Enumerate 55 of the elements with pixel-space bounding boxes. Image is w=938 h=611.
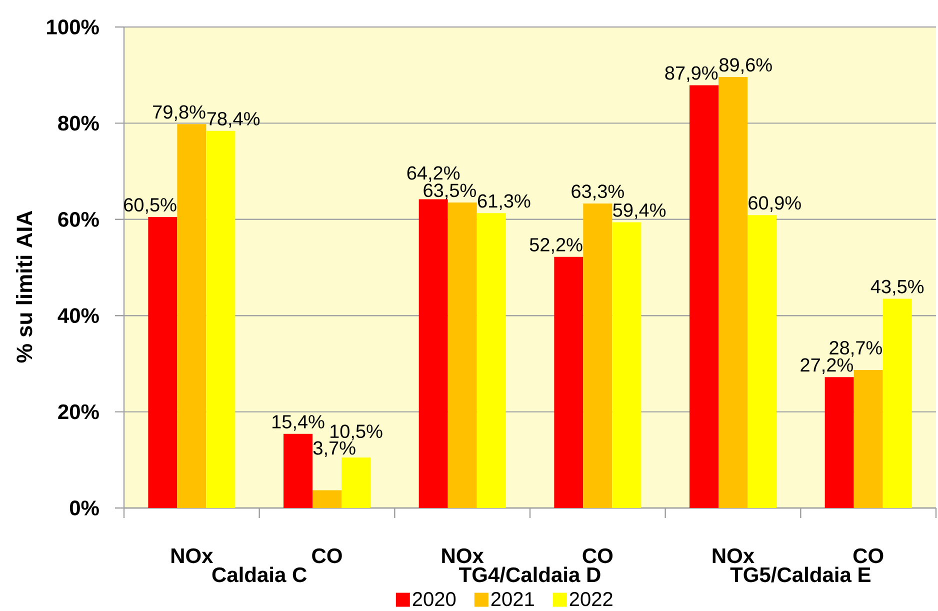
data-label: 63,3% <box>572 184 624 200</box>
bar <box>148 216 178 508</box>
text: Caldaia C <box>212 566 307 582</box>
data-label: 59,4% <box>613 203 666 220</box>
y-tick-label: 20% <box>58 404 99 420</box>
bar <box>284 434 313 508</box>
x-tick-label: CO <box>312 548 342 564</box>
data-label: 10,5% <box>330 424 382 440</box>
bar <box>342 457 370 508</box>
x-tick-label: NOx <box>171 548 214 564</box>
bar <box>418 199 448 508</box>
bar <box>583 204 612 508</box>
x-tick-label: NOx <box>712 548 754 564</box>
bar <box>882 298 912 508</box>
bar <box>177 124 206 508</box>
y-axis-title: % su limiti AIA <box>16 210 32 363</box>
data-label: 79,8% <box>153 105 206 121</box>
bar <box>554 256 584 508</box>
y-tick-label: 0% <box>70 500 99 516</box>
bar <box>747 215 776 508</box>
data-label: 28,7% <box>830 341 882 357</box>
data-label: 78,4% <box>207 112 260 128</box>
data-label: 61,3% <box>478 194 530 210</box>
legend-label: 2020 <box>412 592 456 606</box>
bar <box>312 490 342 508</box>
y-tick-label: 100% <box>47 20 99 34</box>
data-label: 52,2% <box>530 238 582 254</box>
bar <box>689 85 718 508</box>
bar <box>476 213 506 508</box>
legend-label: 2022 <box>570 592 612 606</box>
bar <box>854 370 883 508</box>
y-tick-label: 80% <box>58 116 99 131</box>
data-label: 89,6% <box>720 58 772 74</box>
data-label: 64,2% <box>407 166 460 182</box>
x-tick-label: CO <box>582 548 613 564</box>
data-label: 3,7% <box>313 441 356 457</box>
data-label: 60,5% <box>124 198 176 214</box>
y-tick-label: 40% <box>58 308 99 324</box>
bar <box>718 77 748 508</box>
data-label: 87,9% <box>665 66 718 82</box>
data-label: 15,4% <box>272 415 324 431</box>
data-label: 43,5% <box>870 280 924 296</box>
text: TG4/Caldaia D <box>459 566 600 582</box>
text: TG5/Caldaia E <box>730 566 870 582</box>
y-tick-label: 60% <box>58 212 99 227</box>
bar <box>612 222 642 508</box>
bar <box>206 130 236 508</box>
data-label: 63,5% <box>424 184 476 200</box>
bar <box>448 202 477 508</box>
data-label: 27,2% <box>800 358 853 374</box>
legend-label: 2021 <box>491 592 534 606</box>
data-label: 60,9% <box>748 196 801 212</box>
bar <box>824 377 854 508</box>
x-tick-label: NOx <box>442 548 484 564</box>
x-tick-label: CO <box>853 548 884 564</box>
